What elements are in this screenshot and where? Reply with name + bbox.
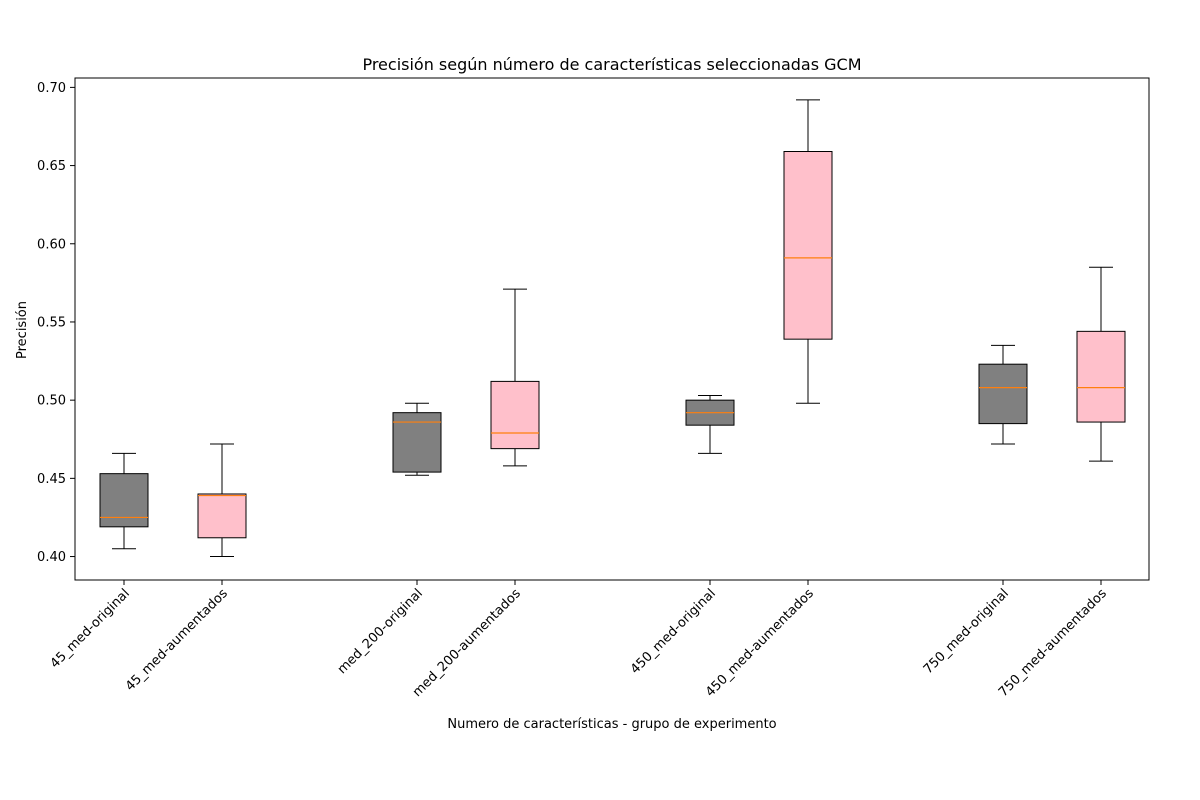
x-tick-label: 45_med-original	[48, 586, 133, 671]
y-tick-label: 0.55	[37, 315, 66, 330]
box-750_med-aumentados	[1076, 266, 1126, 462]
y-tick-label: 0.70	[37, 81, 66, 96]
box-iqr	[978, 363, 1028, 425]
x-axis-label: Numero de características - grupo de exp…	[447, 717, 776, 732]
box-750_med-original	[978, 344, 1028, 445]
y-axis: 0.40 0.45 0.50 0.55 0.60 0.65 0.70	[37, 81, 75, 565]
y-axis-label: Precisión	[15, 301, 30, 359]
y-tick-label: 0.40	[37, 550, 66, 565]
box-iqr	[197, 493, 247, 539]
box-45_med-original	[99, 452, 149, 550]
box-med_200-original	[392, 402, 442, 476]
box-iqr	[490, 380, 540, 450]
box-iqr	[783, 151, 833, 340]
y-tick-label: 0.65	[37, 159, 66, 174]
x-tick-label: 450_med-original	[628, 586, 719, 677]
x-tick-label: 750_med-original	[921, 586, 1012, 677]
plot-area	[99, 99, 1126, 558]
x-tick-label: 45_med-aumentados	[123, 586, 231, 694]
y-tick-label: 0.45	[37, 472, 66, 487]
x-tick-label: med_200-original	[335, 586, 426, 677]
box-450_med-original	[685, 394, 735, 454]
axes-frame	[74, 77, 1150, 581]
box-450_med-aumentados	[783, 99, 833, 404]
y-tick-label: 0.60	[37, 237, 66, 252]
y-tick-label: 0.50	[37, 394, 66, 409]
box-iqr	[1076, 330, 1126, 423]
x-tick-label: 450_med-aumentados	[703, 586, 817, 700]
x-tick-label: med_200-aumentados	[410, 586, 524, 700]
chart-title: Precisión según número de característica…	[362, 55, 861, 74]
box-med_200-aumentados	[490, 288, 540, 467]
box-iqr	[99, 473, 149, 528]
box-45_med-aumentados	[197, 443, 247, 558]
x-tick-label: 750_med-aumentados	[996, 586, 1110, 700]
